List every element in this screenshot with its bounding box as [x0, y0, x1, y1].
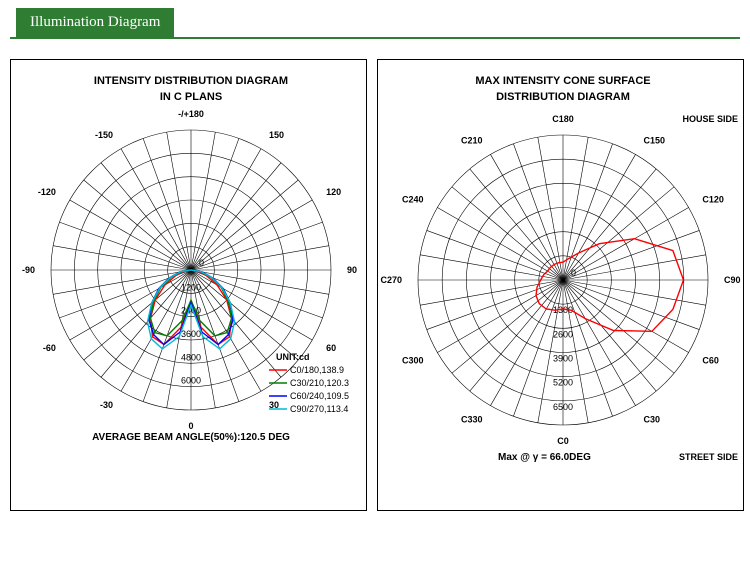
svg-text:HOUSE SIDE: HOUSE SIDE: [682, 114, 738, 124]
svg-text:C150: C150: [644, 136, 666, 146]
svg-text:120: 120: [326, 187, 341, 197]
left-chart: INTENSITY DISTRIBUTION DIAGRAM IN C PLANS…: [11, 60, 366, 510]
svg-text:C210: C210: [461, 136, 483, 146]
svg-text:0: 0: [199, 258, 204, 268]
svg-text:AVERAGE BEAM ANGLE(50%):120.5: AVERAGE BEAM ANGLE(50%):120.5 DEG: [92, 432, 290, 443]
svg-text:C180: C180: [552, 114, 574, 124]
svg-text:C0/180,138.9: C0/180,138.9: [290, 365, 344, 375]
svg-text:C30/210,120.3: C30/210,120.3: [290, 378, 349, 388]
svg-text:4800: 4800: [181, 352, 201, 362]
svg-text:-120: -120: [38, 187, 56, 197]
svg-text:3900: 3900: [553, 354, 573, 364]
svg-text:C240: C240: [402, 195, 424, 205]
page-title: Illumination Diagram: [16, 8, 174, 37]
svg-text:IN C PLANS: IN C PLANS: [160, 91, 222, 103]
svg-text:-60: -60: [43, 343, 56, 353]
svg-text:C30: C30: [644, 414, 661, 424]
svg-text:-/+180: -/+180: [178, 109, 204, 119]
svg-text:STREET SIDE: STREET SIDE: [679, 452, 738, 462]
svg-text:90: 90: [347, 265, 357, 275]
svg-text:6000: 6000: [181, 376, 201, 386]
svg-text:150: 150: [269, 130, 284, 140]
svg-text:C0: C0: [557, 436, 569, 446]
svg-text:C330: C330: [461, 414, 483, 424]
svg-text:MAX INTENSITY CONE SURFACE: MAX INTENSITY CONE SURFACE: [475, 75, 650, 87]
svg-text:INTENSITY DISTRIBUTION DIAGRAM: INTENSITY DISTRIBUTION DIAGRAM: [94, 75, 288, 87]
svg-text:6500: 6500: [553, 402, 573, 412]
svg-text:C60: C60: [702, 356, 719, 366]
svg-text:-90: -90: [22, 265, 35, 275]
svg-text:C90: C90: [724, 275, 741, 285]
svg-text:2600: 2600: [553, 329, 573, 339]
left-panel: INTENSITY DISTRIBUTION DIAGRAM IN C PLANS…: [10, 59, 367, 511]
svg-text:UNIT:cd: UNIT:cd: [276, 352, 310, 362]
svg-text:-30: -30: [100, 400, 113, 410]
svg-text:DISTRIBUTION DIAGRAM: DISTRIBUTION DIAGRAM: [496, 91, 630, 103]
header-rule: [10, 37, 740, 39]
svg-text:60: 60: [326, 343, 336, 353]
svg-text:2400: 2400: [181, 306, 201, 316]
svg-text:1200: 1200: [181, 282, 201, 292]
svg-text:0: 0: [188, 421, 193, 431]
svg-text:Max @ γ = 66.0DEG: Max @ γ = 66.0DEG: [498, 452, 591, 463]
svg-text:C60/240,109.5: C60/240,109.5: [290, 391, 349, 401]
svg-text:-150: -150: [95, 130, 113, 140]
svg-text:C270: C270: [380, 275, 402, 285]
svg-text:0: 0: [571, 268, 576, 278]
svg-text:C300: C300: [402, 356, 424, 366]
panels: INTENSITY DISTRIBUTION DIAGRAM IN C PLANS…: [0, 59, 750, 511]
right-chart: MAX INTENSITY CONE SURFACE DISTRIBUTION D…: [378, 60, 743, 510]
svg-text:3600: 3600: [181, 329, 201, 339]
svg-text:5200: 5200: [553, 378, 573, 388]
svg-text:C90/270,113.4: C90/270,113.4: [290, 404, 348, 414]
svg-text:C120: C120: [702, 195, 724, 205]
right-panel: MAX INTENSITY CONE SURFACE DISTRIBUTION D…: [377, 59, 744, 511]
